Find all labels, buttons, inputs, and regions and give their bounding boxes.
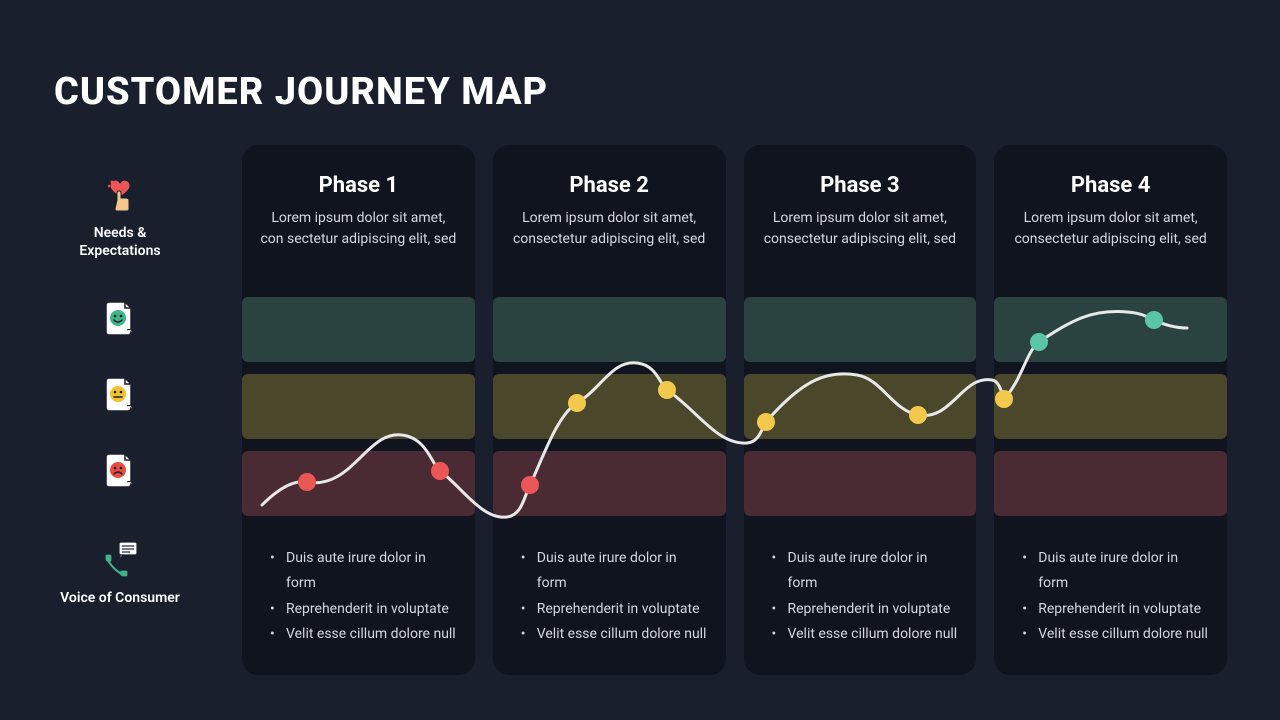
neutral-face-doc-icon [99,374,141,416]
bullet-item: Velit esse cillum dolore null [521,622,708,647]
sidebar-voice: Voice of Consumer [55,540,185,608]
phase-bullets: Duis aute irure dolor in form Reprehende… [493,528,726,675]
heart-hand-icon [99,175,141,217]
phase-bullets: Duis aute irure dolor in form Reprehende… [744,528,977,675]
phase-column: Phase 3 Lorem ipsum dolor sit amet, cons… [744,145,977,675]
phone-chat-icon [99,540,141,582]
bullet-item: Duis aute irure dolor in form [1022,546,1209,596]
phase-bullets: Duis aute irure dolor in form Reprehende… [242,528,475,675]
bullet-item: Velit esse cillum dolore null [772,622,959,647]
bullet-item: Reprehenderit in voluptate [521,597,708,622]
phase-desc: Lorem ipsum dolor sit amet, con sectetur… [260,208,457,250]
bullet-item: Velit esse cillum dolore null [1022,622,1209,647]
sidebar-happy [55,298,185,340]
bullet-item: Reprehenderit in voluptate [270,597,457,622]
sidebar-voice-label: Voice of Consumer [60,590,180,608]
phase-columns: Phase 1 Lorem ipsum dolor sit amet, con … [242,145,1227,675]
phase-title: Phase 2 [511,173,708,198]
bullet-item: Reprehenderit in voluptate [772,597,959,622]
sidebar-needs: Needs & Expectations [55,175,185,260]
sad-face-doc-icon [99,450,141,492]
sidebar-sad [55,450,185,492]
happy-face-doc-icon [99,298,141,340]
bullet-item: Velit esse cillum dolore null [270,622,457,647]
phase-desc: Lorem ipsum dolor sit amet, consectetur … [511,208,708,250]
bullet-item: Duis aute irure dolor in form [772,546,959,596]
sidebar: Needs & Expectations [55,175,185,608]
phase-desc: Lorem ipsum dolor sit amet, consectetur … [762,208,959,250]
bullet-item: Reprehenderit in voluptate [1022,597,1209,622]
phase-title: Phase 3 [762,173,959,198]
phase-bullets: Duis aute irure dolor in form Reprehende… [994,528,1227,675]
phase-column: Phase 1 Lorem ipsum dolor sit amet, con … [242,145,475,675]
page-title: CUSTOMER JOURNEY MAP [54,70,548,114]
bullet-item: Duis aute irure dolor in form [270,546,457,596]
phase-column: Phase 2 Lorem ipsum dolor sit amet, cons… [493,145,726,675]
phase-desc: Lorem ipsum dolor sit amet, consectetur … [1012,208,1209,250]
sidebar-neutral [55,374,185,416]
bullet-item: Duis aute irure dolor in form [521,546,708,596]
phase-column: Phase 4 Lorem ipsum dolor sit amet, cons… [994,145,1227,675]
sidebar-needs-label: Needs & Expectations [55,225,185,260]
phase-title: Phase 1 [260,173,457,198]
phase-title: Phase 4 [1012,173,1209,198]
